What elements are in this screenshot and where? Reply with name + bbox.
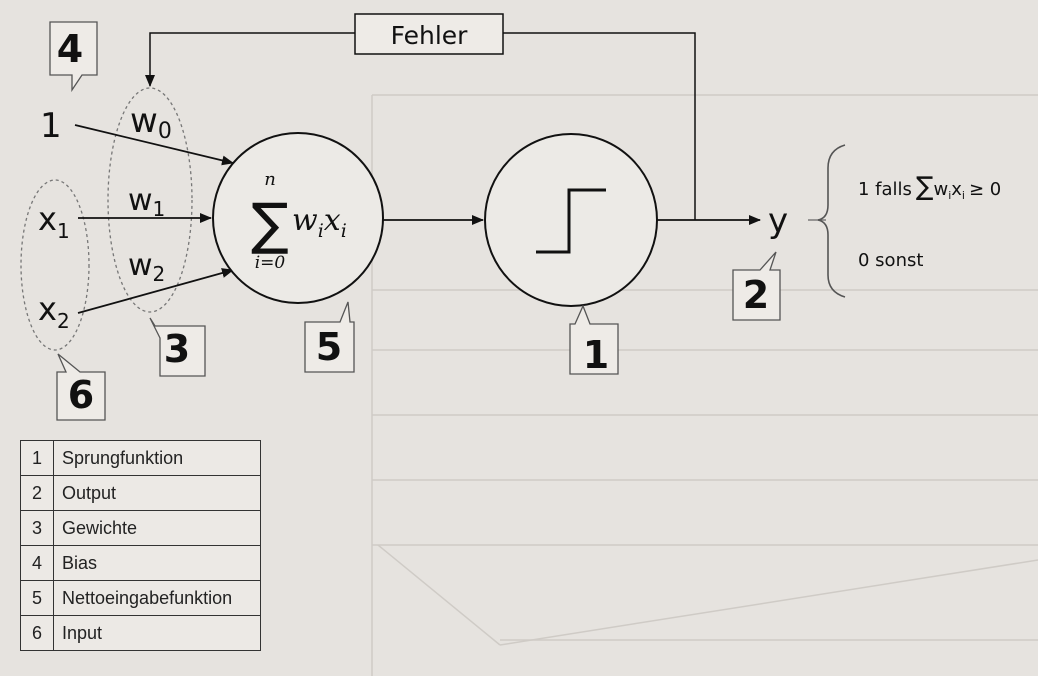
legend-row: 6 Input xyxy=(20,615,261,651)
svg-text:6: 6 xyxy=(68,373,94,417)
callout-step: 1 xyxy=(569,304,619,377)
sum-sigma-icon: ∑ xyxy=(251,192,289,257)
svg-text:1: 1 xyxy=(583,333,609,377)
legend-row: 5 Nettoeingabefunktion xyxy=(20,580,261,616)
case-two: 0 sonst xyxy=(858,250,923,271)
legend-num: 1 xyxy=(20,440,54,476)
svg-text:4: 4 xyxy=(57,27,83,71)
svg-text:2: 2 xyxy=(743,273,769,317)
legend-row: 3 Gewichte xyxy=(20,510,261,546)
legend-row: 2 Output xyxy=(20,475,261,511)
net-input-node: n ∑ i=0 wixi xyxy=(212,132,384,304)
sigma-icon: ∑ xyxy=(916,172,934,202)
svg-text:3: 3 xyxy=(164,327,190,371)
legend-num: 4 xyxy=(20,545,54,581)
step-function-node xyxy=(484,133,658,307)
inputs-group-ellipse xyxy=(20,179,90,351)
legend-label: Input xyxy=(53,615,261,651)
weight-w0-label: w0 xyxy=(130,101,172,144)
callout-weights: 3 xyxy=(149,317,206,377)
input-x2-label: x2 xyxy=(38,290,70,333)
error-box xyxy=(354,13,504,55)
legend-label: Gewichte xyxy=(53,510,261,546)
cases-brace xyxy=(817,144,846,298)
legend-num: 6 xyxy=(20,615,54,651)
weights-group-ellipse xyxy=(107,87,193,313)
callout-input: 6 xyxy=(56,353,106,421)
input-x1-label: x1 xyxy=(38,200,70,243)
case-one: 1 falls ∑wixi ≥ 0 xyxy=(858,172,1001,202)
weight-w1-label: w1 xyxy=(128,183,165,221)
callout-output: 2 xyxy=(732,251,781,321)
callout-net: 5 xyxy=(304,301,355,373)
sum-lower-limit: i=0 xyxy=(255,253,286,273)
legend-label: Nettoeingabefunktion xyxy=(53,580,261,616)
legend-num: 2 xyxy=(20,475,54,511)
background-grid xyxy=(371,94,1038,676)
error-label: Fehler xyxy=(391,21,469,50)
legend-label: Sprungfunktion xyxy=(53,440,261,476)
bias-input-label: 1 xyxy=(40,106,62,146)
legend-row: 4 Bias xyxy=(20,545,261,581)
legend-num: 3 xyxy=(20,510,54,546)
output-symbol: y xyxy=(768,201,788,241)
step-function-icon xyxy=(536,188,606,254)
legend-table: 1 Sprungfunktion 2 Output 3 Gewichte 4 B… xyxy=(20,440,261,651)
legend-row: 1 Sprungfunktion xyxy=(20,440,261,476)
sum-term: wixi xyxy=(292,203,347,242)
callout-bias: 4 xyxy=(49,21,98,93)
svg-text:5: 5 xyxy=(316,325,342,369)
legend-label: Bias xyxy=(53,545,261,581)
legend-label: Output xyxy=(53,475,261,511)
weight-w2-label: w2 xyxy=(128,248,165,286)
error-feedback: Fehler xyxy=(145,13,696,220)
legend-num: 5 xyxy=(20,580,54,616)
sum-upper-limit: n xyxy=(264,169,276,190)
